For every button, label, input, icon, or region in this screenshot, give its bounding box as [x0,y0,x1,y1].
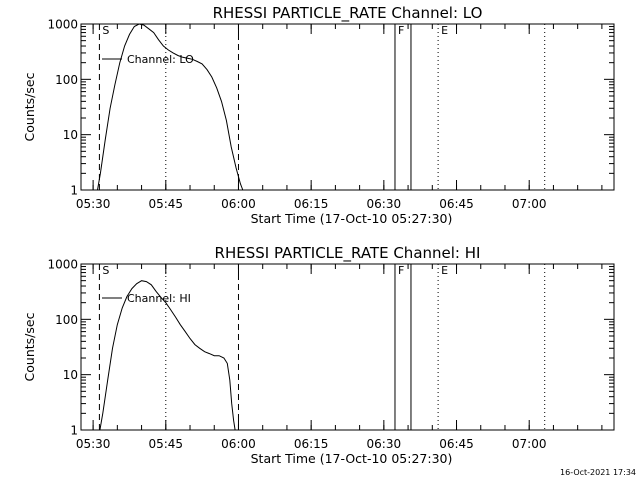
x-tick-label: 06:30 [367,197,402,211]
x-tick-label: 05:30 [76,197,111,211]
x-tick-label: 06:45 [439,197,474,211]
x-tick-label: 05:45 [148,197,183,211]
y-tick-label: 1000 [47,258,78,272]
chart-title: RHESSI PARTICLE_RATE Channel: HI [215,244,481,263]
footer-timestamp: 16-Oct-2021 17:34 [560,468,636,477]
x-tick-label: 06:15 [294,197,329,211]
x-tick-label: 05:30 [76,437,111,451]
legend-label: Channel: LO [127,53,194,66]
y-tick-label: 1000 [47,18,78,32]
hi-channel-panel: RHESSI PARTICLE_RATE Channel: HI 1 10 100 10… [22,244,615,466]
data-series-line [99,280,236,431]
x-tick-label: 06:00 [221,197,256,211]
marker-label: E [441,24,448,37]
y-tick-label: 10 [63,368,78,382]
y-axis-label: Counts/sec [22,72,37,141]
marker-label: F [398,264,404,277]
y-tick-label: 100 [55,73,78,87]
x-tick-label: 06:00 [221,437,256,451]
y-tick-label: 10 [63,128,78,142]
x-tick-label: 05:45 [148,437,183,451]
marker-label: S [102,24,109,37]
data-series-line [97,23,244,191]
x-tick-label: 06:15 [294,437,329,451]
x-tick-label: 07:00 [512,197,547,211]
y-axis-label: Counts/sec [22,312,37,381]
x-tick-label: 06:45 [439,437,474,451]
marker-label: E [441,264,448,277]
legend-label: Channel: HI [127,292,191,305]
x-tick-label: 07:00 [512,437,547,451]
y-tick-label: 1 [70,184,78,198]
plot-frame [80,23,615,191]
lo-channel-panel: RHESSI PARTICLE_RATE Channel: LO 1 10 100 10… [22,4,615,226]
x-axis-label: Start Time (17-Oct-10 05:27:30) [251,211,453,226]
marker-label: F [398,24,404,37]
chart-title: RHESSI PARTICLE_RATE Channel: LO [213,4,483,23]
y-tick-label: 1 [70,424,78,438]
x-axis-label: Start Time (17-Oct-10 05:27:30) [251,451,453,466]
plot-frame [80,263,615,431]
y-tick-label: 100 [55,313,78,327]
x-tick-label: 06:30 [367,437,402,451]
marker-label: S [102,264,109,277]
